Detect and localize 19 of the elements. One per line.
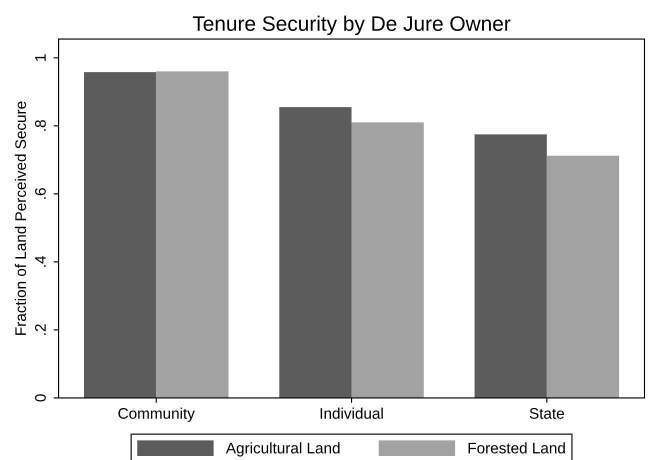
x-tick-label: State <box>530 408 564 419</box>
legend-label: Forested Land <box>468 442 565 454</box>
x-tick-label: Community <box>118 408 195 422</box>
y-tick-label: 1 <box>35 54 46 61</box>
legend-label: Agricultural Land <box>226 442 340 457</box>
y-tick-label: 0 <box>35 394 46 402</box>
y-tick-label: .6 <box>35 188 46 199</box>
bar <box>474 134 547 398</box>
chart-title: Tenure Security by De Jure Owner <box>192 16 510 36</box>
x-tick-label: Individual <box>320 408 383 419</box>
y-tick-label: .4 <box>35 256 46 267</box>
bar <box>546 156 620 398</box>
bar <box>84 72 156 398</box>
bar <box>279 107 352 398</box>
y-tick-label: .8 <box>35 120 46 131</box>
y-tick-label: .2 <box>35 324 46 335</box>
bar <box>352 122 424 398</box>
y-axis-title: Fraction of Land Perceived Secure <box>14 102 26 335</box>
bar <box>156 71 228 398</box>
